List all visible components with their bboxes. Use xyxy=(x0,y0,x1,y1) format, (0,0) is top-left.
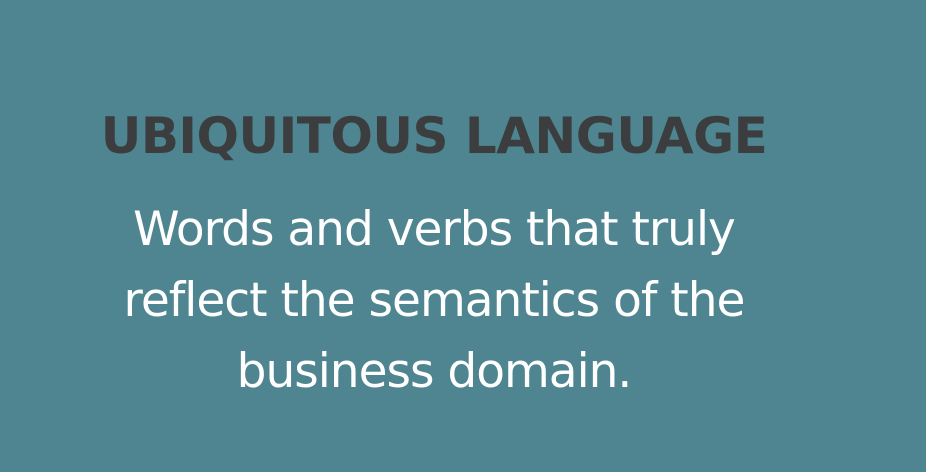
body-line: business domain. xyxy=(236,344,633,399)
slide-body: Words and verbs that truly reflect the s… xyxy=(0,194,868,407)
body-line: reflect the semantics of the xyxy=(123,273,746,328)
slide-title: UBIQUITOUS LANGUAGE xyxy=(100,107,768,165)
body-line: Words and verbs that truly xyxy=(133,202,736,257)
